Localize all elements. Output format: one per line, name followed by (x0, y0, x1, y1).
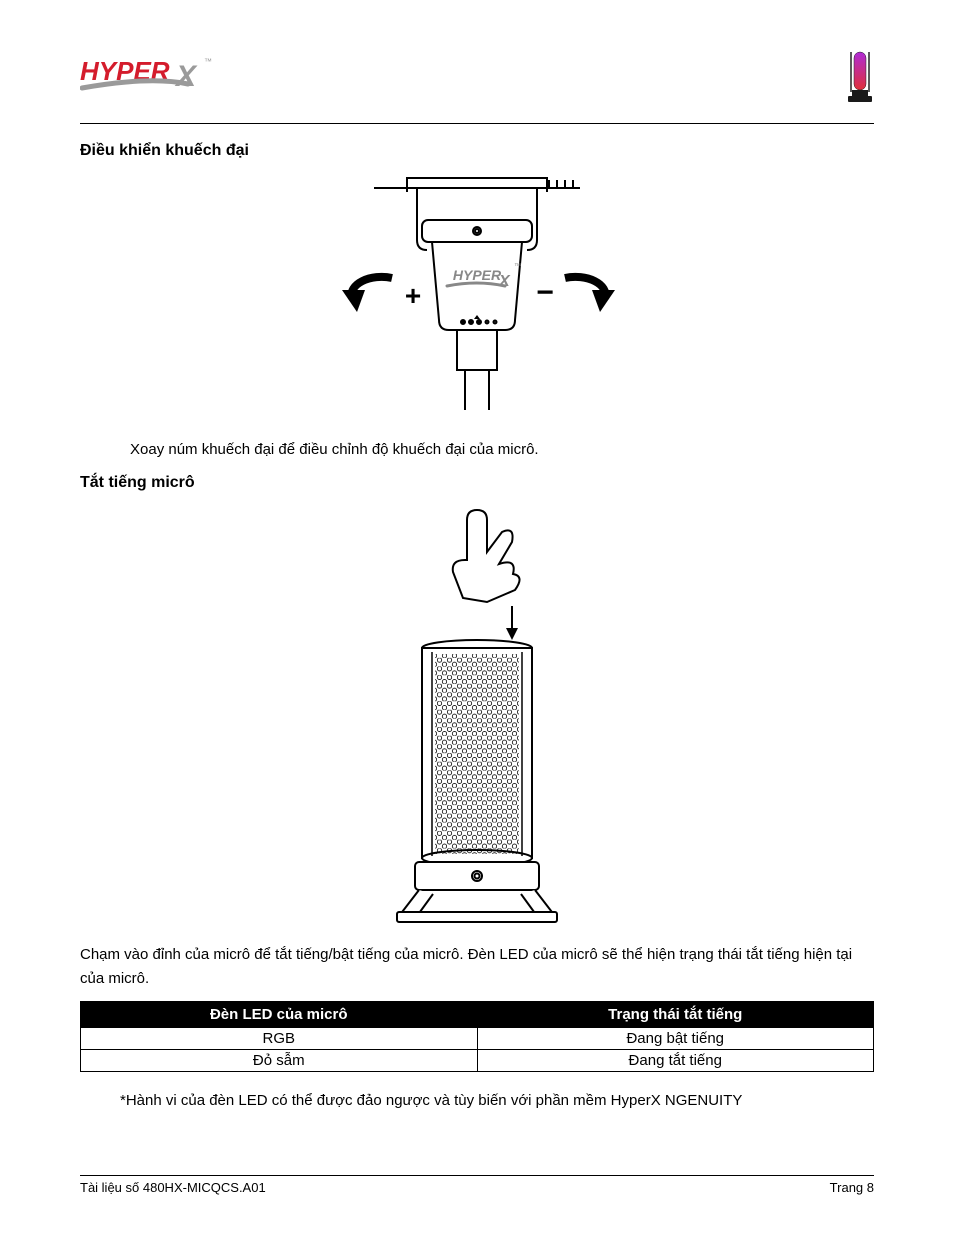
logo-x-text: X (174, 60, 198, 93)
status-cell: Đang tắt tiếng (477, 1050, 874, 1072)
hyperx-logo: HYPER X ™ (80, 50, 220, 105)
svg-text:X: X (498, 273, 511, 290)
svg-text:HYPER: HYPER (453, 267, 502, 283)
minus-label: − (536, 276, 554, 309)
table-row: Đỏ sẫm Đang tắt tiếng (81, 1050, 874, 1072)
mic-thumbnail (846, 50, 874, 115)
page-footer: Tài liệu số 480HX-MICQCS.A01 Trang 8 (80, 1175, 874, 1195)
page-header: HYPER X ™ (80, 50, 874, 124)
footnote: *Hành vi của đèn LED có thể được đảo ngư… (80, 1092, 874, 1109)
page-number: Trang 8 (830, 1180, 874, 1195)
led-status-table: Đèn LED của micrô Trạng thái tắt tiếng R… (80, 1001, 874, 1072)
status-cell: Đang bật tiếng (477, 1028, 874, 1050)
table-row: RGB Đang bật tiếng (81, 1028, 874, 1050)
doc-code: Tài liệu số 480HX-MICQCS.A01 (80, 1180, 266, 1195)
mute-diagram (80, 502, 874, 937)
led-cell: RGB (81, 1028, 478, 1050)
led-cell: Đỏ sẫm (81, 1050, 478, 1072)
gain-diagram: HYPER X ™ + − (80, 170, 874, 435)
gain-caption: Xoay núm khuếch đại để điều chỉnh độ khu… (80, 441, 874, 458)
mute-caption: Chạm vào đỉnh của micrô để tắt tiếng/bật… (80, 943, 874, 991)
section-title-mute: Tắt tiếng micrô (80, 474, 874, 492)
section-title-gain: Điều khiển khuếch đại (80, 142, 874, 160)
svg-text:™: ™ (514, 263, 521, 270)
led-col-header: Đèn LED của micrô (81, 1002, 478, 1028)
plus-label: + (405, 280, 421, 311)
status-col-header: Trạng thái tắt tiếng (477, 1002, 874, 1028)
svg-text:™: ™ (204, 57, 212, 66)
